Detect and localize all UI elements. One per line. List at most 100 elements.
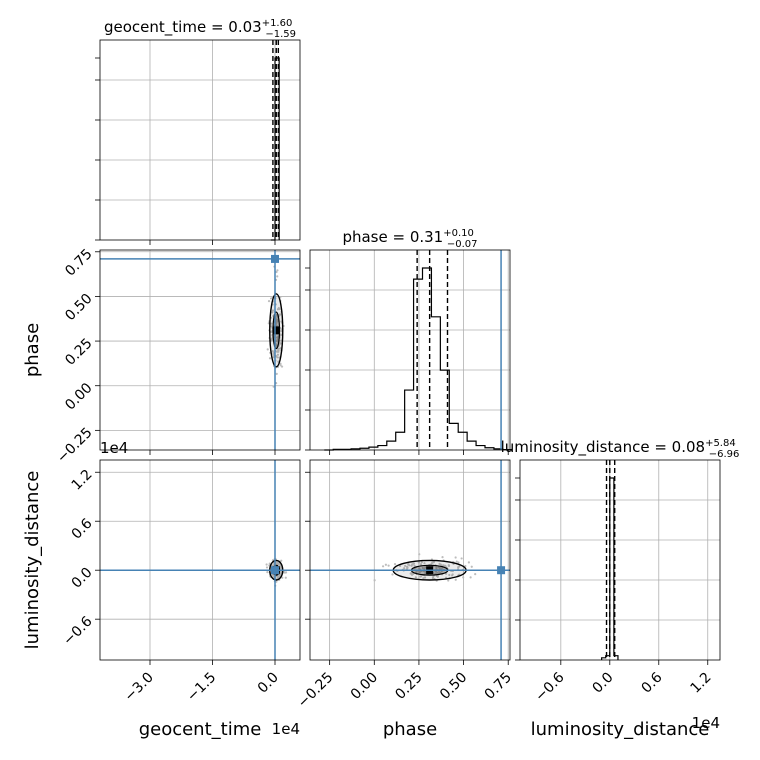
diag-geocent_time-frame [99, 39, 301, 241]
scatter-point [422, 577, 425, 580]
x-tick-label-luminosity_distance: −0.6 [532, 669, 567, 704]
scatter-point [284, 571, 287, 574]
p-geocent_time-luminosity_distance-frame [99, 459, 301, 661]
scatter-point [423, 567, 426, 570]
x-tick-label-geocent_time: −3.0 [121, 670, 156, 705]
scatter-point [275, 270, 278, 274]
scatter-point [417, 561, 421, 564]
offset-text-geocent_time-x: 1e4 [272, 720, 300, 738]
scatter-point [439, 563, 442, 566]
x-tick-label-luminosity_distance: 0.0 [590, 670, 617, 697]
scatter-point [384, 563, 387, 566]
scatter-point [448, 573, 451, 577]
scatter-point [275, 580, 278, 583]
scatter-point [410, 571, 413, 575]
scatter-point [279, 362, 282, 365]
y-axis-label-phase: phase [22, 323, 43, 377]
scatter-point [444, 564, 447, 568]
scatter-point [267, 300, 271, 303]
scatter-point [418, 553, 421, 556]
scatter-point [404, 564, 407, 568]
p-geocent_time-phase-background [100, 250, 300, 450]
diag-geocent_time-background [100, 40, 300, 240]
scatter-point [277, 306, 280, 310]
panel-title-luminosity_distance: luminosity_distance = 0.08+5.84 −6.96 [501, 438, 740, 460]
scatter-point [270, 322, 273, 325]
y-axis-label-luminosity_distance: luminosity_distance [22, 471, 43, 650]
x-tick-label-phase: 0.00 [348, 670, 381, 703]
diag-panel-luminosity_distance: luminosity_distance = 0.08+5.84 −6.96 [501, 438, 740, 665]
scatter-point [272, 575, 275, 578]
truth-marker-phase-luminosity_distance [497, 566, 506, 575]
diag-phase-background [310, 250, 510, 450]
scatter-point [266, 348, 269, 351]
y-tick-label-luminosity_distance: 0.0 [69, 565, 96, 592]
scatter-point [410, 573, 414, 576]
panel-title-geocent_time: geocent_time = 0.03+1.60 −1.59 [104, 18, 296, 40]
scatter-point [451, 574, 454, 577]
scatter-point [284, 576, 287, 579]
scatter-point [457, 566, 460, 569]
scatter-point [268, 357, 272, 360]
scatter-point [419, 575, 422, 578]
scatter-point [272, 385, 275, 388]
diag-phase-frame [309, 249, 511, 451]
x-tick-label-geocent_time: 0.0 [255, 670, 282, 697]
scatter-point [434, 570, 438, 573]
scatter-point [464, 564, 467, 568]
scatter-point [280, 559, 283, 562]
scatter-point [279, 342, 282, 345]
scatter-point [457, 561, 460, 564]
scatter-point [276, 338, 279, 341]
scatter-point [266, 571, 269, 574]
panel-title-phase: phase = 0.31+0.10 −0.07 [342, 228, 477, 250]
scatter-point [271, 309, 275, 312]
scatter-point [454, 556, 457, 559]
scatter-point [403, 567, 406, 570]
scatter-point [441, 556, 444, 559]
offset-text-luminosity_distance-y: 1e4 [100, 439, 128, 457]
scatter-point [442, 564, 445, 567]
diag-luminosity_distance-frame [519, 459, 721, 661]
scatter-point [265, 563, 268, 566]
scatter-point [435, 566, 438, 569]
scatter-point [460, 557, 463, 560]
scatter-point [276, 269, 279, 272]
scatter-point [418, 570, 421, 573]
scatter-point [407, 563, 410, 566]
offset-text-luminosity_distance-x: 1e4 [692, 714, 720, 732]
scatter-point [373, 579, 376, 582]
scatter-point [431, 576, 435, 579]
scatter-point [410, 564, 413, 567]
scatter-point [276, 575, 280, 578]
y-tick-label-phase: 0.75 [62, 246, 95, 279]
scatter-point [414, 576, 417, 579]
scatter-point [447, 579, 450, 582]
scatter-point [269, 297, 273, 300]
truth-marker-geocent_time-luminosity_distance [271, 566, 279, 575]
x-axis-label-phase: phase [383, 719, 437, 740]
scatter-point [467, 561, 470, 564]
panel-geocent_time-vs-luminosity_distance [95, 459, 301, 665]
scatter-point [474, 573, 477, 576]
x-axis-label-geocent_time: geocent_time [139, 719, 262, 740]
x-tick-label-geocent_time: −1.5 [184, 670, 219, 705]
x-tick-label-luminosity_distance: 0.6 [639, 669, 666, 696]
y-tick-label-luminosity_distance: 1.2 [69, 467, 96, 494]
scatter-point [275, 561, 279, 565]
scatter-point [393, 563, 397, 566]
scatter-point [447, 564, 450, 567]
scatter-point [277, 349, 280, 352]
scatter-point [280, 365, 284, 368]
p-geocent_time-phase-frame [99, 249, 301, 451]
scatter-point [399, 564, 402, 568]
scatter-point [275, 372, 278, 375]
histogram-phase [324, 267, 513, 451]
scatter-point [271, 311, 274, 314]
diag-panel-phase: phase = 0.31+0.10 −0.07 [305, 228, 513, 455]
scatter-point [276, 353, 280, 356]
scatter-point [406, 566, 409, 569]
truth-marker-geocent_time-phase [271, 254, 279, 263]
scatter-point [470, 565, 473, 568]
